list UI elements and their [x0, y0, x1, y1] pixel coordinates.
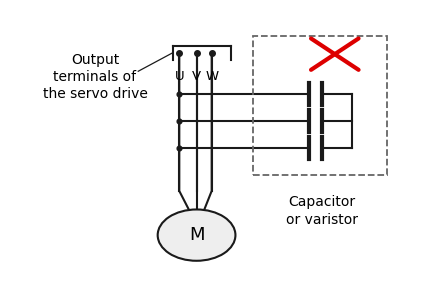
Circle shape — [158, 209, 235, 261]
Text: Capacitor
or varistor: Capacitor or varistor — [286, 195, 358, 227]
Text: W: W — [205, 70, 218, 83]
Text: U: U — [175, 70, 184, 83]
Bar — [253, 36, 387, 175]
Text: M: M — [189, 226, 204, 244]
Text: V: V — [192, 70, 201, 83]
Text: Output
terminals of
the servo drive: Output terminals of the servo drive — [43, 53, 147, 101]
